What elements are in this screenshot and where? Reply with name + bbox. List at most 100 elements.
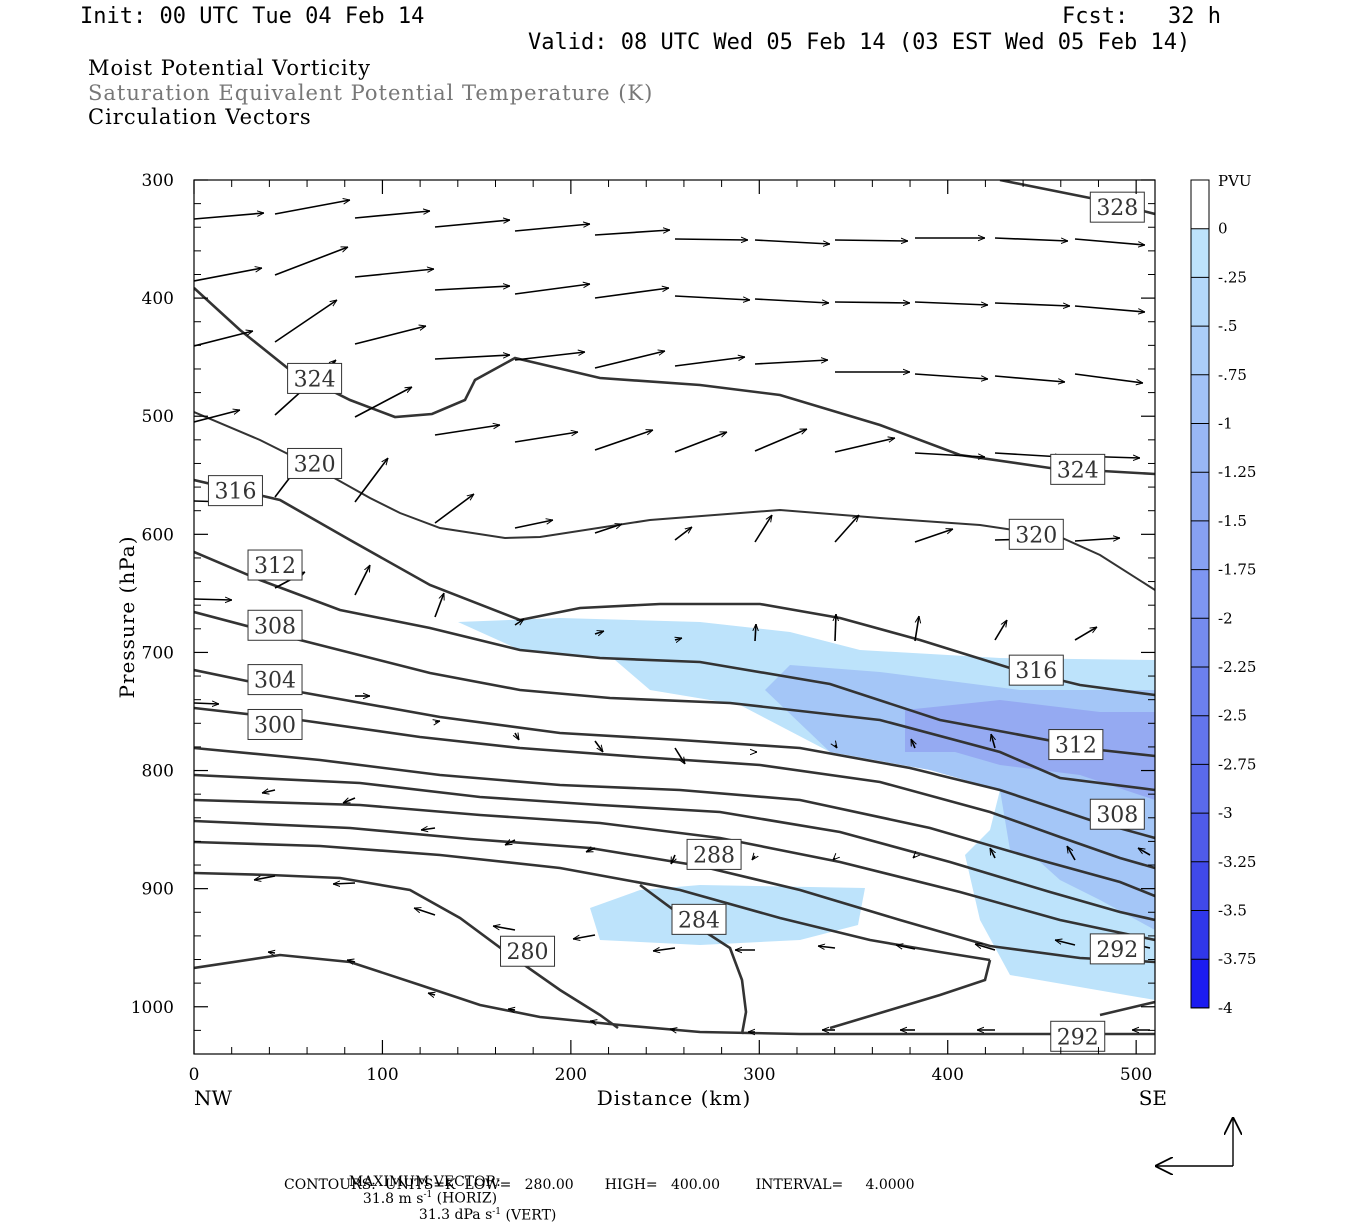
- contour-label-box: [247, 708, 303, 740]
- x-end-label-right: SE: [1139, 1086, 1167, 1110]
- contour-label-text: 324: [294, 367, 336, 392]
- colorbar-label: -2.25: [1218, 658, 1256, 676]
- y-tick-label: 700: [142, 643, 174, 663]
- colorbar-swatch: [1191, 569, 1209, 619]
- forecast-hour: Fcst: 32 h: [1062, 4, 1221, 29]
- x-axis: 0 100 200 300 400 500: [189, 180, 1152, 1085]
- x-tick-label: 300: [743, 1065, 775, 1085]
- colorbar-label: -2: [1218, 609, 1233, 627]
- x-tick-label: 200: [555, 1065, 587, 1085]
- contour-labels: 328 324 324 320 320 316 316 312 312 308 308 304 300 2…: [207, 191, 1145, 1052]
- contour-label-text: 328: [1096, 196, 1138, 221]
- colorbar-swatch: [1191, 520, 1209, 570]
- contour-label-text: 304: [254, 669, 296, 694]
- contour-label-box: [671, 903, 727, 935]
- contour-label: 308: [247, 609, 303, 641]
- contour-label: 280: [500, 935, 556, 967]
- colorbar-swatch: [1191, 228, 1209, 278]
- colorbar-label: -3: [1218, 804, 1233, 822]
- colorbar-label: -1: [1218, 415, 1233, 433]
- colorbar-label: -3.25: [1218, 853, 1256, 871]
- contour-label-box: [1050, 1020, 1106, 1052]
- colorbar-swatch: [1191, 618, 1209, 667]
- contour-label-text: 308: [1096, 803, 1138, 828]
- valid-time: Valid: 08 UTC Wed 05 Feb 14 (03 EST Wed …: [528, 30, 1191, 55]
- x-tick-label: 500: [1120, 1065, 1152, 1085]
- contour-label-text: 300: [254, 713, 296, 738]
- vert-note: (VERT): [501, 1207, 557, 1223]
- contour-label-box: [1008, 518, 1064, 550]
- contour-label-box: [1050, 453, 1106, 485]
- contour-label-text: 288: [693, 843, 735, 868]
- max-vert-value: 31.3 dPa s: [418, 1207, 493, 1223]
- pv-region-lower: [590, 885, 865, 945]
- y-tick-label: 400: [142, 289, 174, 309]
- contour-label: 292: [1050, 1020, 1106, 1052]
- contour-label-text: 292: [1057, 1025, 1099, 1050]
- colorbar-swatch: [1191, 326, 1209, 375]
- colorbar-unit: PVU: [1218, 172, 1252, 190]
- contour-label-box: [686, 838, 742, 870]
- colorbar-swatch: [1191, 423, 1209, 473]
- colorbar-label: -1.5: [1218, 512, 1247, 530]
- circulation-vectors: [194, 200, 1151, 1032]
- contour-label-box: [1048, 729, 1104, 761]
- colorbar-swatch: [1191, 180, 1209, 229]
- contour-label-text: 316: [1015, 659, 1057, 684]
- colorbar-swatch: [1191, 472, 1209, 521]
- contour-label: 284: [671, 903, 727, 935]
- x-end-label-left: NW: [194, 1086, 233, 1110]
- colorbar-swatch: [1191, 910, 1209, 960]
- contour-label-box: [247, 664, 303, 696]
- contour-label-text: 280: [507, 940, 549, 965]
- colorbar-label: -3.5: [1218, 902, 1247, 920]
- y-axis: 300 400 500 600 700 800 900 1000: [131, 171, 1155, 1031]
- contour-label-box: [207, 475, 263, 507]
- y-tick-label: 600: [142, 525, 174, 545]
- contour-label-box: [1089, 933, 1145, 965]
- vert-exponent: -1: [492, 1206, 502, 1217]
- colorbar-label: -4: [1218, 999, 1233, 1017]
- contour-label: 312: [1048, 729, 1104, 761]
- contour-label-text: 312: [254, 554, 296, 579]
- contour-label-box: [247, 609, 303, 641]
- colorbar-swatch: [1191, 374, 1209, 424]
- x-tick-label: 0: [189, 1065, 200, 1085]
- init-time: Init: 00 UTC Tue 04 Feb 14: [80, 4, 425, 29]
- colorbar-swatch: [1191, 813, 1209, 862]
- contour-label: 312: [247, 549, 303, 581]
- colorbar-swatch: [1191, 715, 1209, 765]
- x-tick-label: 100: [366, 1065, 398, 1085]
- contour-label: 300: [247, 708, 303, 740]
- colorbar-label: 0: [1218, 220, 1228, 238]
- contour-label-text: 316: [214, 480, 256, 505]
- colorbar-label: -1.75: [1218, 561, 1256, 579]
- contour-label-box: [287, 447, 343, 479]
- horiz-exponent: -1: [423, 1190, 433, 1200]
- colorbar: 0 -.25 -.5 -.75 -1 -1.25 -1.5 -1.75 -2 -2.25 -2.5 -…: [1190, 179, 1256, 1017]
- contour-label: 304: [247, 664, 303, 696]
- y-tick-label: 800: [142, 762, 174, 782]
- y-tick-label: 1000: [131, 998, 174, 1018]
- contour-label-text: 284: [678, 908, 720, 933]
- colorbar-label: -.25: [1218, 268, 1247, 286]
- reference-vector: [1155, 1117, 1233, 1166]
- contour-label: 316: [1008, 654, 1064, 686]
- colorbar-label: -.75: [1218, 366, 1247, 384]
- contour-label-text: 320: [1015, 523, 1057, 548]
- x-axis-label: Distance (km): [597, 1086, 752, 1110]
- contour-label: 320: [287, 447, 343, 479]
- contour-label-box: [1089, 191, 1145, 223]
- contour-label: 324: [1050, 453, 1106, 485]
- contour-label-box: [287, 362, 343, 394]
- contour-label-text: 312: [1055, 734, 1097, 759]
- max-vector-label: MAXIMUM VECTOR:: [348, 1174, 501, 1190]
- y-tick-label: 300: [142, 171, 174, 191]
- contour-label: 328: [1089, 191, 1145, 223]
- contour-label: 324: [287, 362, 343, 394]
- contour-label-text: 324: [1057, 458, 1099, 483]
- contours-info: CONTOURS: UNITS=K LOW= 280.00 HIGH= 400.…: [284, 1177, 915, 1193]
- contour-label-text: 308: [254, 614, 296, 639]
- colorbar-label: -.5: [1218, 317, 1237, 335]
- contour-label-text: 292: [1096, 938, 1138, 963]
